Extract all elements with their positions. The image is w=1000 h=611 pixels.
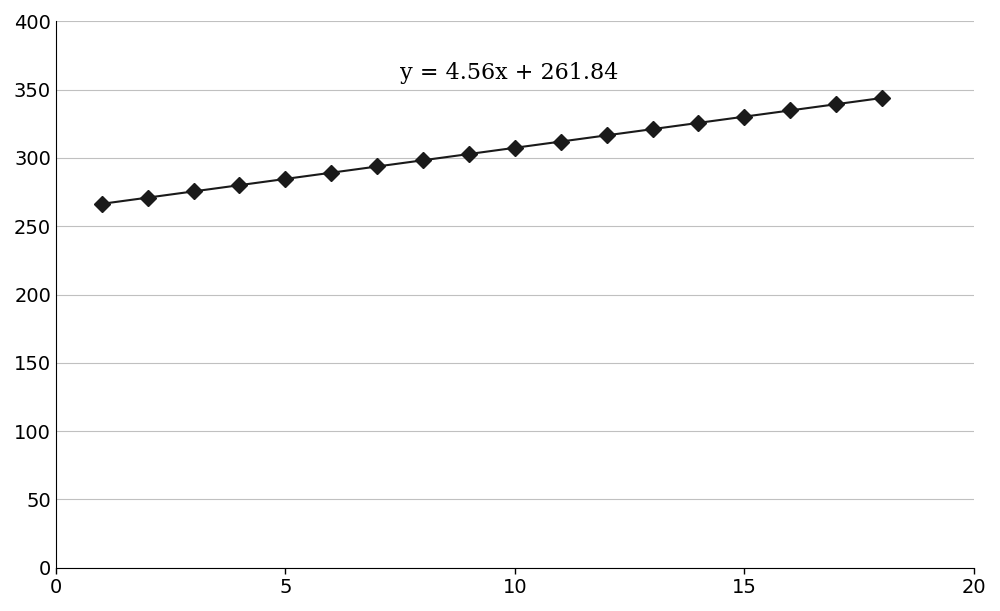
Text: y = 4.56x + 261.84: y = 4.56x + 261.84 bbox=[400, 62, 618, 84]
